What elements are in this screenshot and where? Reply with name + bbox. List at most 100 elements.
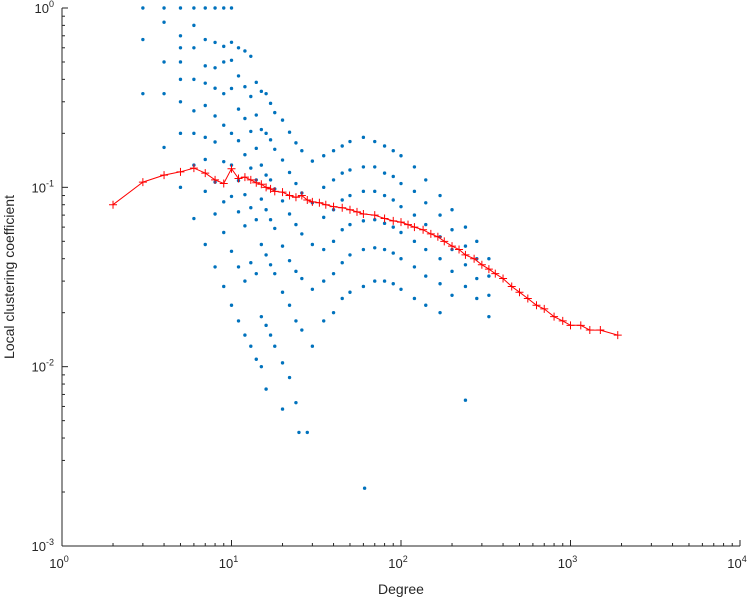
scatter-point bbox=[348, 253, 352, 257]
scatter-point bbox=[391, 225, 395, 229]
scatter-point bbox=[192, 109, 196, 113]
scatter-point bbox=[273, 271, 277, 276]
scatter-point bbox=[300, 276, 304, 281]
average-marker bbox=[426, 229, 435, 238]
average-marker bbox=[585, 326, 594, 335]
average-marker bbox=[303, 195, 312, 204]
scatter-point bbox=[203, 157, 207, 162]
scatter-point bbox=[487, 293, 491, 298]
scatter-point bbox=[178, 34, 183, 38]
scatter-point bbox=[412, 165, 417, 169]
scatter-point bbox=[268, 217, 273, 222]
scatter-point bbox=[310, 159, 315, 163]
scatter-point bbox=[259, 364, 264, 369]
scatter-point bbox=[348, 193, 352, 198]
x-tick-label: 102 bbox=[388, 554, 407, 571]
scatter-point bbox=[280, 361, 285, 365]
average-marker bbox=[397, 218, 405, 227]
scatter-point bbox=[322, 247, 326, 252]
scatter-point bbox=[300, 328, 304, 332]
scatter-point bbox=[192, 77, 196, 82]
scatter-point bbox=[192, 6, 196, 10]
scatter-point bbox=[391, 198, 395, 202]
scatter-point bbox=[399, 154, 403, 158]
scatter-point bbox=[297, 430, 301, 435]
scatter-point bbox=[382, 193, 387, 198]
scatter-point bbox=[331, 239, 336, 244]
average-marker bbox=[499, 274, 508, 283]
scatter-point bbox=[203, 103, 207, 108]
scatter-point bbox=[243, 279, 247, 283]
average-marker bbox=[234, 174, 243, 183]
scatter-point bbox=[249, 344, 253, 348]
scatter-point bbox=[229, 6, 234, 10]
scatter-point bbox=[162, 6, 166, 10]
scatter-point bbox=[438, 310, 442, 315]
average-marker bbox=[389, 216, 398, 225]
scatter-point bbox=[273, 226, 277, 231]
scatter-point bbox=[229, 249, 234, 253]
scatter-point bbox=[463, 284, 468, 289]
x-tick-label: 100 bbox=[49, 554, 68, 571]
scatter-point bbox=[424, 303, 428, 307]
scatter-point bbox=[287, 170, 292, 175]
scatter-point bbox=[280, 118, 285, 122]
scatter-point bbox=[391, 174, 395, 179]
average-marker bbox=[297, 191, 306, 200]
scatter-point bbox=[264, 208, 268, 212]
scatter-point bbox=[361, 135, 366, 140]
scatter-point bbox=[268, 101, 273, 106]
scatter-point bbox=[259, 314, 264, 319]
scatter-point bbox=[305, 430, 309, 435]
scatter-point bbox=[373, 279, 377, 283]
scatter-point bbox=[373, 217, 377, 222]
scatter-point bbox=[236, 46, 241, 50]
series-layer bbox=[109, 6, 622, 490]
scatter-point bbox=[162, 20, 166, 24]
scatter-point bbox=[249, 54, 253, 58]
scatter-point bbox=[243, 85, 247, 89]
scatter-point bbox=[287, 303, 292, 307]
scatter-point bbox=[229, 194, 234, 199]
average-marker bbox=[278, 188, 287, 197]
scatter-point bbox=[273, 147, 277, 151]
scatter-point bbox=[322, 215, 326, 220]
average-marker bbox=[613, 331, 622, 340]
scatter-point bbox=[361, 247, 366, 252]
average-marker bbox=[491, 269, 500, 278]
scatter-point bbox=[340, 228, 344, 232]
average-marker bbox=[257, 180, 266, 189]
scatter-point bbox=[273, 110, 277, 115]
scatter-point bbox=[259, 242, 264, 247]
scatter-point bbox=[463, 263, 468, 267]
average-marker bbox=[410, 223, 419, 232]
scatter-point bbox=[382, 144, 387, 148]
scatter-point bbox=[192, 131, 196, 136]
scatter-point bbox=[348, 290, 352, 294]
scatter-point bbox=[203, 135, 207, 140]
average-marker bbox=[201, 169, 210, 178]
scatter-point bbox=[487, 256, 491, 261]
scatter-point bbox=[348, 139, 352, 144]
average-marker bbox=[507, 282, 516, 291]
average-marker bbox=[540, 304, 549, 313]
x-tick-label: 101 bbox=[219, 554, 238, 571]
scatter-point bbox=[222, 123, 226, 127]
average-marker bbox=[532, 301, 541, 310]
scatter-point bbox=[243, 333, 247, 337]
average-marker bbox=[515, 288, 524, 297]
scatter-point bbox=[294, 319, 298, 323]
scatter-point bbox=[254, 146, 258, 151]
scatter-point bbox=[229, 40, 234, 44]
scatter-point bbox=[236, 74, 241, 78]
scatter-point bbox=[412, 189, 417, 194]
scatter-point bbox=[331, 149, 336, 153]
scatter-point bbox=[249, 166, 253, 170]
scatter-point bbox=[294, 141, 298, 145]
scatter-point bbox=[162, 145, 166, 150]
average-marker bbox=[176, 167, 185, 176]
scatter-point bbox=[222, 284, 226, 289]
scatter-point bbox=[287, 130, 292, 134]
scatter-point bbox=[322, 154, 326, 158]
average-marker bbox=[404, 220, 413, 229]
